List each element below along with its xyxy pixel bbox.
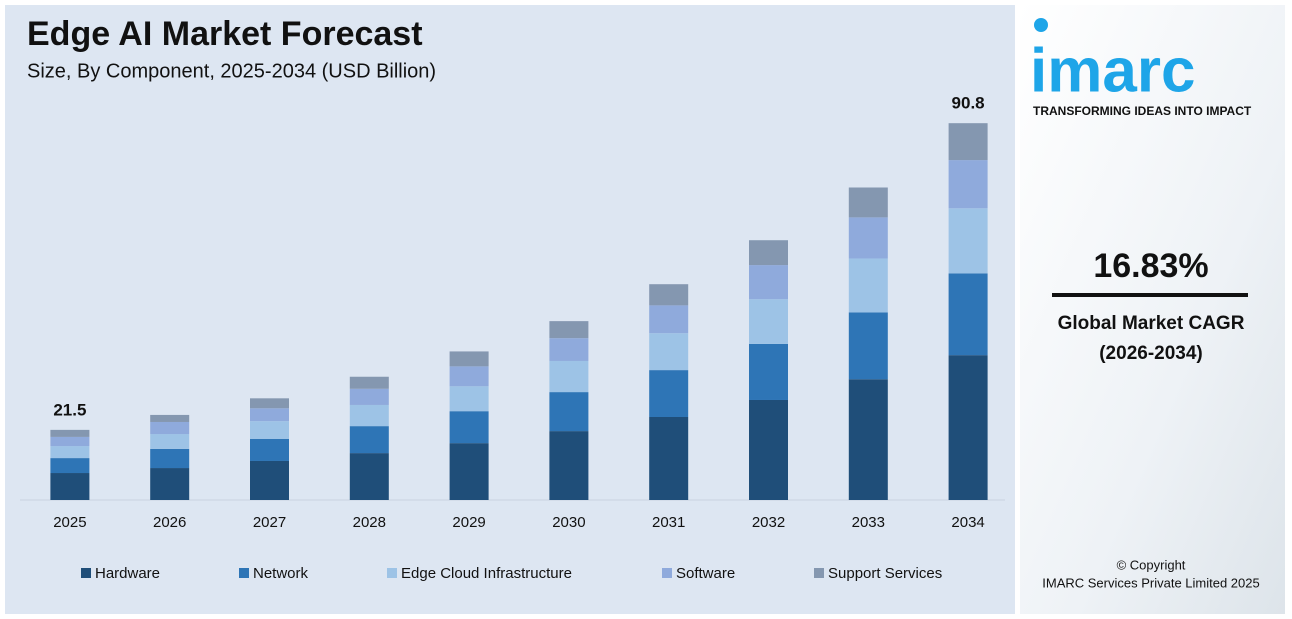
company: IMARC Services Private Limited 2025	[1042, 575, 1259, 590]
legend-swatch	[662, 568, 672, 578]
brand-panel	[1020, 5, 1285, 614]
x-tick-label: 2028	[353, 514, 386, 531]
bar-segment	[349, 388, 389, 405]
bar-segment	[848, 187, 888, 218]
copyright: © Copyright	[1117, 557, 1186, 572]
bar-segment	[948, 355, 988, 500]
bar-segment	[649, 370, 689, 417]
bar-segment	[349, 426, 389, 454]
x-tick-label: 2026	[153, 514, 186, 531]
bar-segment	[150, 468, 190, 500]
bar-segment	[250, 398, 289, 409]
bar-segment	[948, 273, 988, 356]
bar-segment	[449, 366, 489, 387]
bar-segment	[848, 312, 888, 380]
bar-segment	[50, 473, 90, 500]
bar-segment	[749, 399, 788, 500]
cagr-period: (2026-2034)	[1099, 343, 1203, 364]
x-tick-label: 2030	[552, 514, 585, 531]
bar-segment	[649, 284, 689, 306]
legend-label: Software	[676, 565, 735, 582]
bar-segment	[250, 421, 289, 439]
bar-segment	[948, 208, 988, 274]
legend-swatch	[239, 568, 249, 578]
bar-segment	[948, 123, 988, 161]
bar-segment	[649, 333, 689, 371]
bar-segment	[50, 429, 90, 437]
legend-swatch	[814, 568, 824, 578]
bar-segment	[349, 404, 389, 427]
bar-segment	[50, 458, 90, 474]
logo-dot	[1034, 18, 1048, 32]
chart-panel	[5, 5, 1015, 614]
legend-label: Support Services	[828, 565, 942, 582]
legend-swatch	[81, 568, 91, 578]
legend-label: Hardware	[95, 565, 160, 582]
bar-segment	[250, 408, 289, 422]
bar-segment	[549, 392, 589, 432]
x-tick-label: 2034	[951, 514, 984, 531]
bar-segment	[150, 434, 190, 449]
bar-segment	[50, 436, 90, 447]
bar-segment	[749, 299, 788, 344]
cagr-value: 16.83%	[1093, 247, 1208, 285]
bar-segment	[649, 305, 689, 334]
x-tick-label: 2025	[53, 514, 86, 531]
bar-segment	[649, 417, 689, 500]
bar-segment	[449, 386, 489, 412]
chart-title: Edge AI Market Forecast	[27, 15, 423, 53]
bar-segment	[449, 443, 489, 500]
bar-segment	[549, 338, 589, 361]
x-tick-label: 2029	[452, 514, 485, 531]
chart-subtitle: Size, By Component, 2025-2034 (USD Billi…	[27, 60, 436, 82]
bar-segment	[549, 431, 589, 500]
cagr-rule	[1052, 293, 1248, 297]
bar-segment	[150, 414, 190, 422]
bar-segment	[549, 360, 589, 393]
bar-segment	[150, 448, 190, 469]
x-tick-label: 2027	[253, 514, 286, 531]
cagr-label: Global Market CAGR	[1058, 313, 1245, 334]
tagline: TRANSFORMING IDEAS INTO IMPACT	[1033, 104, 1252, 118]
bar-segment	[50, 446, 90, 459]
logo: imarc	[1030, 36, 1195, 105]
bar-segment	[349, 376, 389, 389]
x-tick-label: 2033	[852, 514, 885, 531]
bar-segment	[848, 379, 888, 500]
bar-segment	[250, 460, 289, 500]
x-tick-label: 2031	[652, 514, 685, 531]
legend-label: Network	[253, 565, 309, 582]
bar-segment	[449, 411, 489, 444]
total-label: 21.5	[53, 400, 86, 419]
bar-segment	[848, 258, 888, 313]
bar-segment	[848, 217, 888, 259]
bar-segment	[749, 240, 788, 266]
legend-swatch	[387, 568, 397, 578]
bar-segment	[948, 160, 988, 209]
bar-segment	[749, 343, 788, 400]
x-tick-label: 2032	[752, 514, 785, 531]
bar-segment	[250, 438, 289, 461]
bar-segment	[150, 421, 190, 435]
bar-segment	[349, 453, 389, 500]
bar-segment	[549, 321, 589, 339]
bar-segment	[449, 351, 489, 367]
total-label: 90.8	[952, 94, 985, 113]
legend-label: Edge Cloud Infrastructure	[401, 565, 572, 582]
bar-segment	[749, 265, 788, 300]
